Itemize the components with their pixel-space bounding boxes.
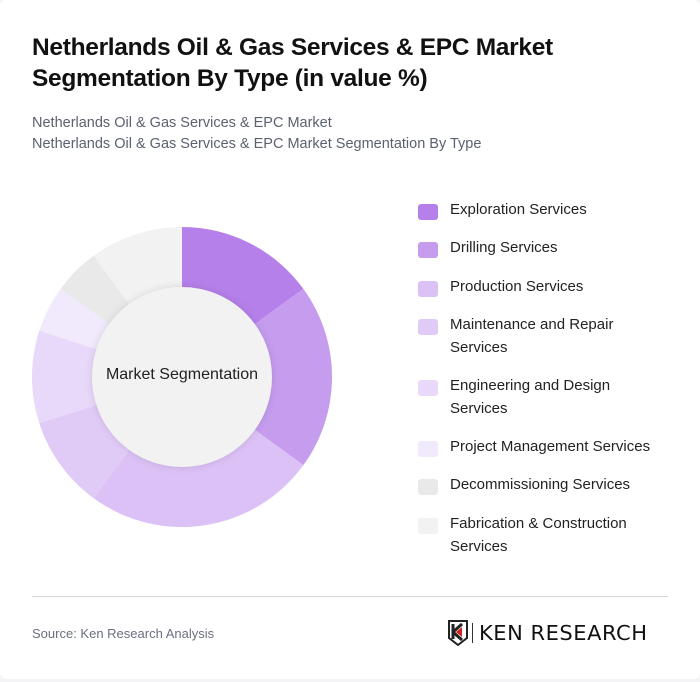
legend-item-production[interactable]: Production Services: [418, 276, 665, 299]
legend-swatch: [418, 242, 438, 258]
donut-slice[interactable]: [93, 428, 304, 527]
legend-swatch: [418, 441, 438, 457]
donut-slice[interactable]: [32, 330, 99, 424]
subtitle: Netherlands Oil & Gas Services & EPC Mar…: [32, 113, 481, 155]
legend-label: Production Services: [450, 278, 584, 295]
donut-slice[interactable]: [93, 227, 182, 306]
legend-label: Exploration Services: [450, 201, 587, 218]
donut-slice[interactable]: [182, 227, 304, 326]
legend-item-exploration[interactable]: Exploration Services: [418, 199, 665, 222]
donut-chart: [32, 227, 332, 527]
legend-swatch: [418, 479, 438, 495]
donut-hole: [92, 287, 272, 467]
logo-text: KEN RESEARCH: [479, 621, 648, 645]
legend-swatch: [418, 281, 438, 297]
donut-slice[interactable]: [60, 255, 131, 326]
legend-swatch: [418, 518, 438, 534]
legend-item-fabrication[interactable]: Fabrication & Construction Services: [418, 513, 665, 558]
legend-item-maintenance[interactable]: Maintenance and Repair Services: [418, 314, 665, 359]
legend-item-engineering[interactable]: Engineering and Design Services: [418, 375, 665, 420]
legend-label: Drilling Services: [450, 239, 558, 256]
logo-separator: [472, 623, 473, 643]
donut-slices: [32, 227, 332, 527]
legend-swatch: [418, 204, 438, 220]
donut-slice[interactable]: [39, 404, 131, 499]
legend-item-drilling[interactable]: Drilling Services: [418, 237, 665, 260]
ken-research-shield-icon: [448, 620, 468, 646]
legend-label: Engineering and Design Services: [450, 377, 611, 417]
donut-center-label: Market Segmentation: [105, 366, 259, 383]
legend-swatch: [418, 319, 438, 335]
page-title: Netherlands Oil & Gas Services & EPC Mar…: [32, 34, 553, 92]
legend-item-decommissioning[interactable]: Decommissioning Services: [418, 474, 665, 497]
legend-label: Fabrication & Construction Services: [450, 515, 627, 555]
legend-label: Decommissioning Services: [450, 476, 631, 493]
legend-swatch: [418, 380, 438, 396]
footer-divider: [32, 596, 668, 597]
donut-slice[interactable]: [39, 288, 111, 350]
source-text: Source: Ken Research Analysis: [32, 626, 215, 641]
legend-item-project-management[interactable]: Project Management Services: [418, 436, 665, 459]
ken-research-logo: KEN RESEARCH: [448, 620, 647, 646]
subtitle-line-1: Netherlands Oil & Gas Services & EPC Mar…: [32, 115, 332, 131]
subtitle-line-2: Netherlands Oil & Gas Services & EPC Mar…: [32, 136, 482, 152]
legend-label: Maintenance and Repair Services: [450, 316, 614, 356]
donut-slice[interactable]: [253, 288, 332, 466]
legend-label: Project Management Services: [450, 438, 651, 455]
